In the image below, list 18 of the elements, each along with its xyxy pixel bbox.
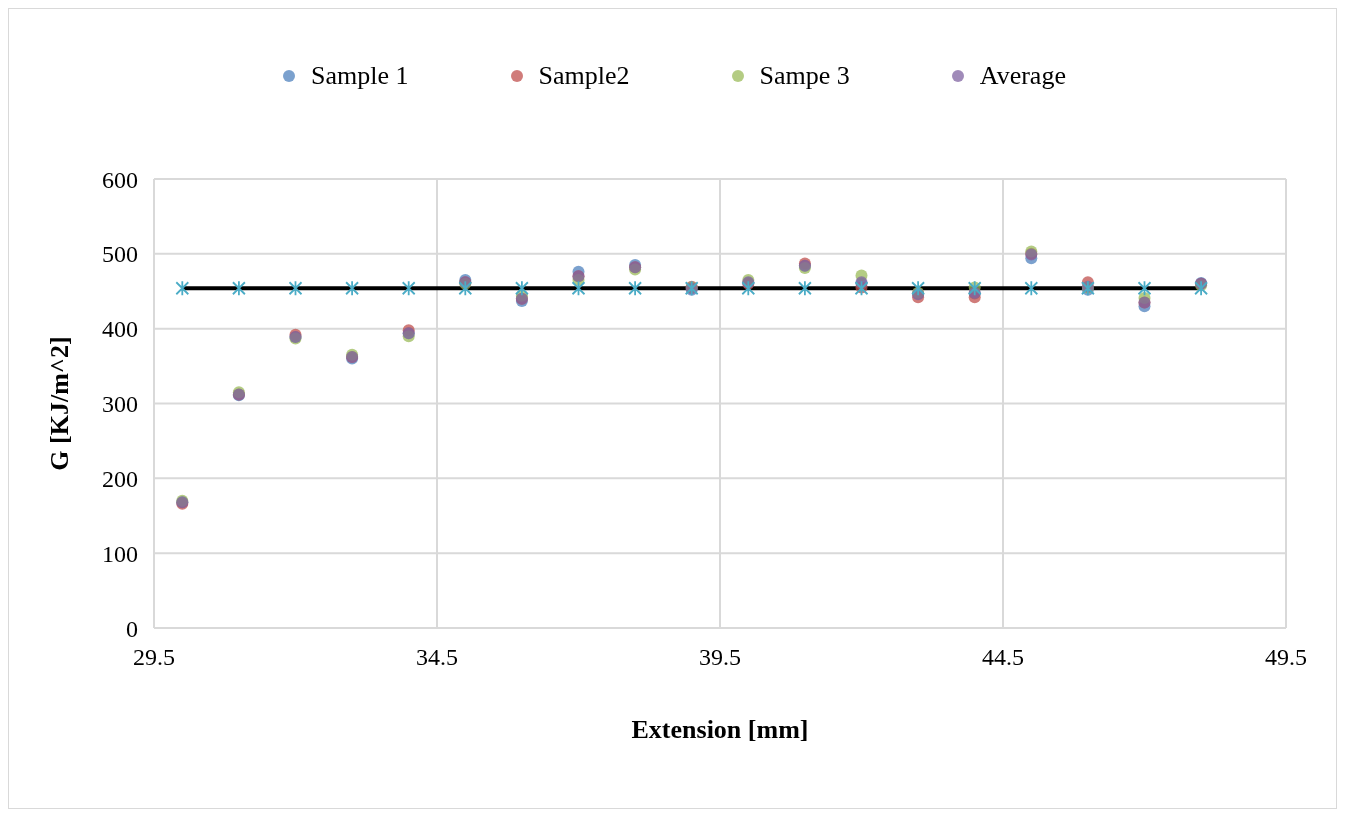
y-tick-label: 100 bbox=[102, 540, 138, 567]
y-tick-label: 500 bbox=[102, 241, 138, 268]
y-axis-title: G [KJ/m^2] bbox=[45, 336, 75, 471]
x-tick-label: 39.5 bbox=[699, 644, 741, 671]
x-tick-label: 49.5 bbox=[1265, 644, 1307, 671]
legend-label: Sample2 bbox=[538, 61, 630, 91]
x-axis-title: Extension [mm] bbox=[631, 715, 809, 744]
x-tick-label: 29.5 bbox=[133, 644, 175, 671]
y-tick-label: 300 bbox=[102, 391, 138, 418]
y-tick-label: 600 bbox=[102, 166, 138, 193]
legend-label: Sample 1 bbox=[311, 61, 409, 91]
y-tick-label: 400 bbox=[102, 316, 138, 343]
legend-label: Average bbox=[979, 61, 1066, 91]
y-tick-label: 200 bbox=[102, 465, 138, 492]
x-tick-label: 44.5 bbox=[982, 644, 1024, 671]
y-tick-label: 0 bbox=[126, 615, 138, 642]
legend-label: Sampe 3 bbox=[759, 61, 850, 91]
x-tick-label: 34.5 bbox=[416, 644, 458, 671]
